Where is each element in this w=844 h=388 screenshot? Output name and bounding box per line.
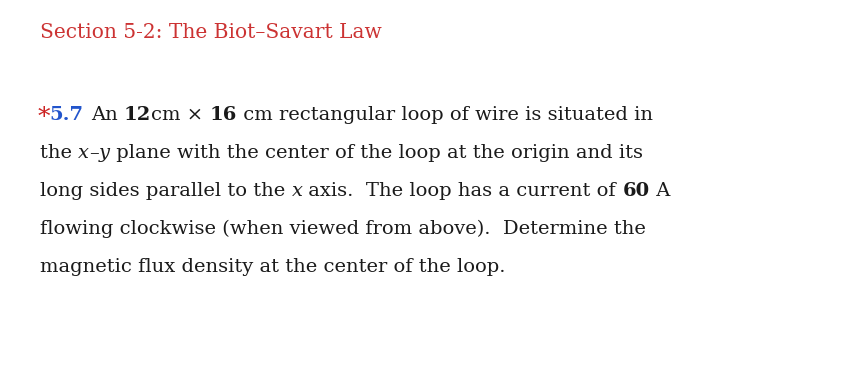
Text: the: the [40, 144, 78, 162]
Text: Section 5-2: The Biot–Savart Law: Section 5-2: The Biot–Savart Law [40, 23, 381, 42]
Text: –: – [89, 144, 99, 162]
Text: *: * [38, 106, 51, 129]
Text: plane with the center of the loop at the origin and its: plane with the center of the loop at the… [110, 144, 642, 162]
Text: 16: 16 [209, 106, 236, 124]
Text: cm rectangular loop of wire is situated in: cm rectangular loop of wire is situated … [236, 106, 652, 124]
Text: x: x [291, 182, 302, 200]
Text: A: A [649, 182, 669, 200]
Text: cm ×: cm × [151, 106, 209, 124]
Text: flowing clockwise (when viewed from above).  Determine the: flowing clockwise (when viewed from abov… [40, 220, 645, 238]
Text: 5.7: 5.7 [50, 106, 84, 124]
Text: An: An [91, 106, 124, 124]
Text: x: x [78, 144, 89, 162]
Text: magnetic flux density at the center of the loop.: magnetic flux density at the center of t… [40, 258, 505, 276]
Text: 60: 60 [622, 182, 649, 200]
Text: 12: 12 [124, 106, 151, 124]
Text: long sides parallel to the: long sides parallel to the [40, 182, 291, 200]
Text: y: y [99, 144, 110, 162]
Text: axis.  The loop has a current of: axis. The loop has a current of [302, 182, 622, 200]
